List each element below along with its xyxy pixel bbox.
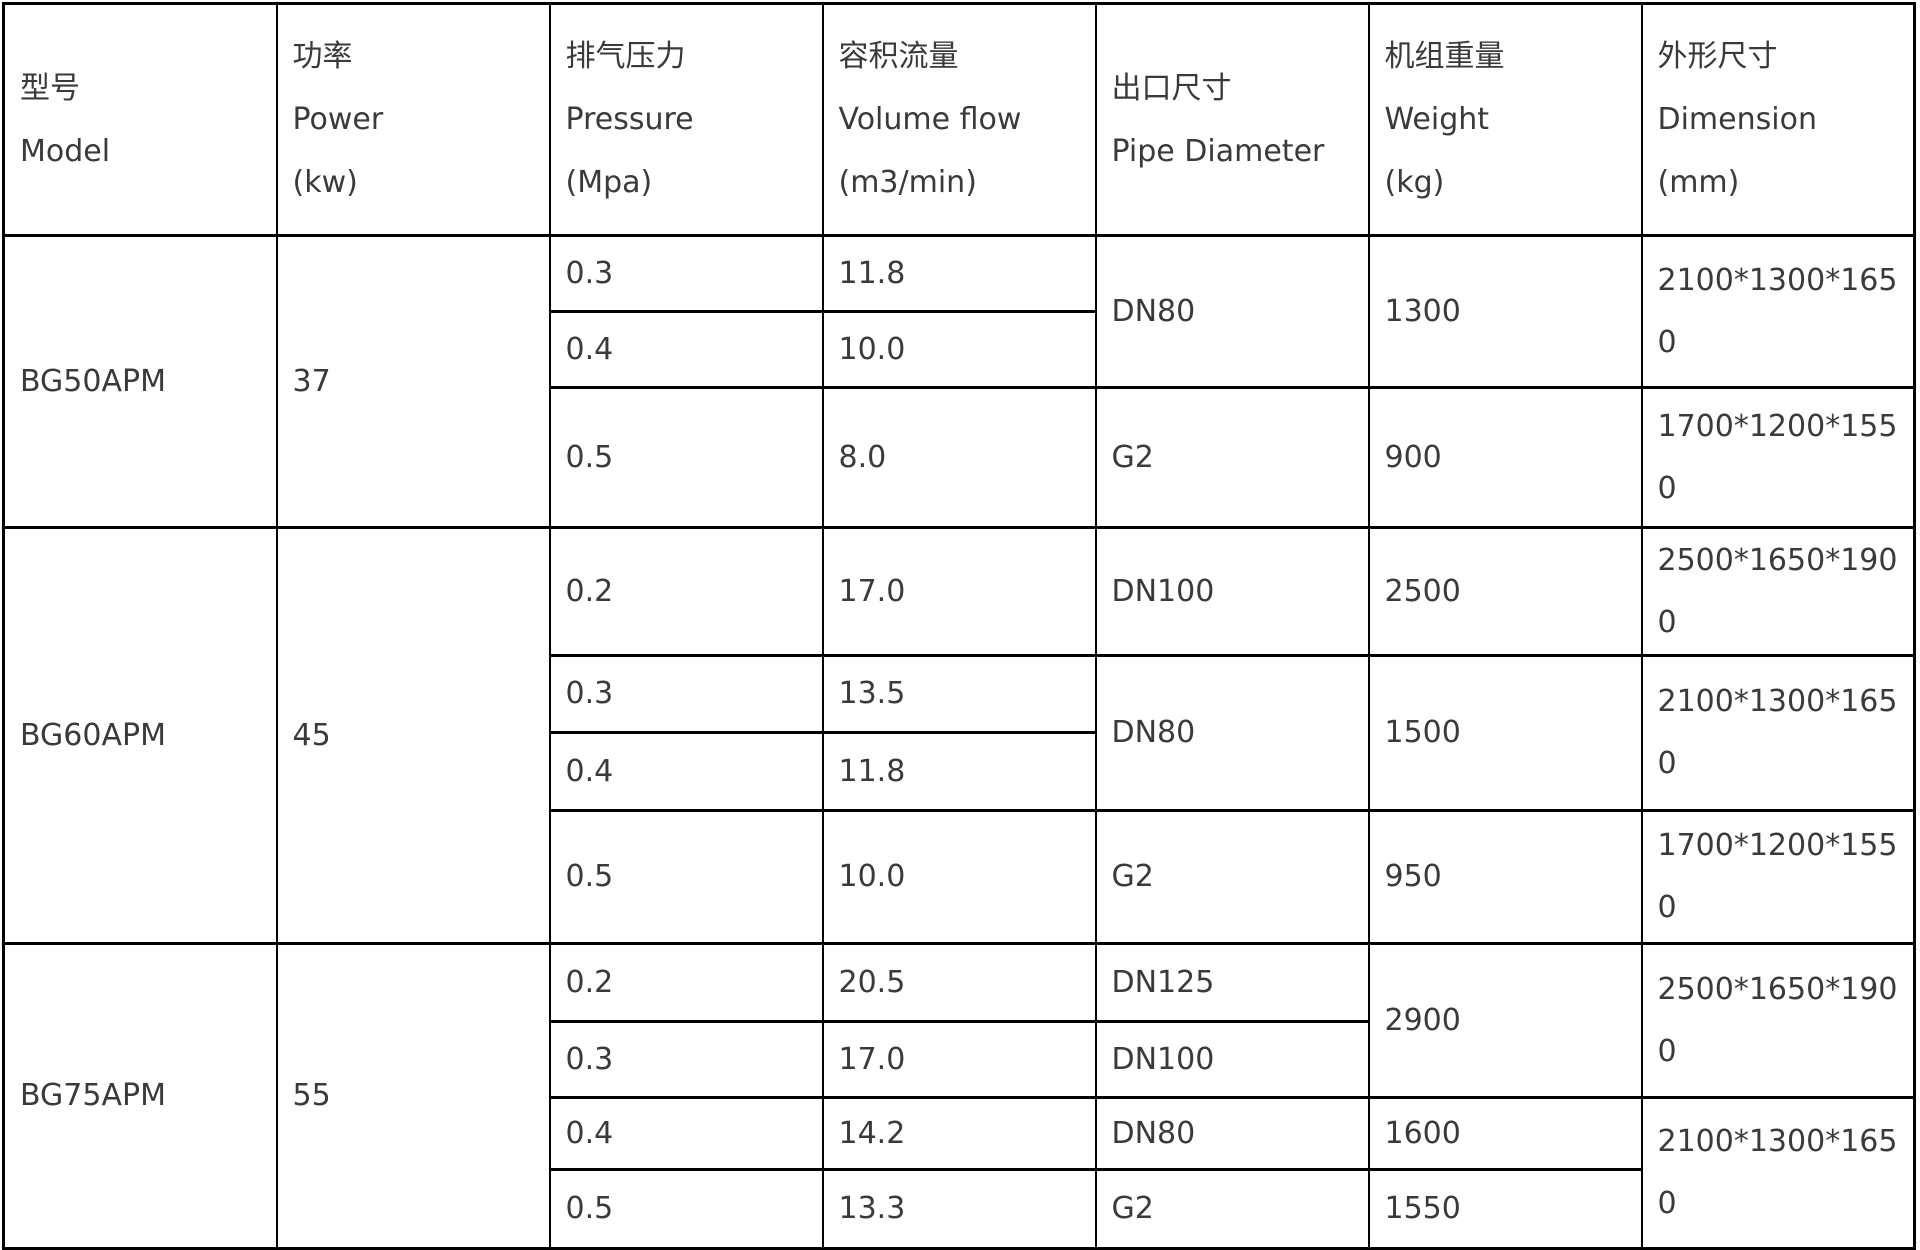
header-dimension-unit: (mm) — [1657, 165, 1740, 200]
cell-pressure: 0.3 — [548, 234, 824, 313]
cell-pressure: 0.5 — [548, 1168, 824, 1250]
cell-flow: 10.0 — [821, 809, 1097, 945]
cell-model: BG60APM — [2, 526, 278, 945]
cell-dimension: 1700*1200*1550 — [1640, 809, 1916, 945]
col-header-model: 型号 Model — [2, 2, 278, 237]
table-row: 0.3 13.5 DN80 1500 2100*1300*1650 — [4, 654, 1916, 812]
cell-flow: 17.0 — [821, 1020, 1097, 1099]
header-dimension-zh: 外形尺寸 — [1657, 39, 1778, 74]
cell-pressure: 0.4 — [548, 1096, 824, 1171]
cell-flow: 13.3 — [821, 1168, 1097, 1250]
cell-pipe: DN80 — [1094, 654, 1370, 812]
header-model-en: Model — [20, 133, 111, 169]
cell-weight: 900 — [1367, 386, 1643, 529]
table-row: 0.5 13.3 G2 1550 — [4, 1168, 1915, 1250]
table-row: 0.5 8.0 G2 900 1700*1200*1550 — [4, 386, 1916, 529]
cell-dimension: 2100*1300*1650 — [1640, 234, 1916, 389]
header-weight-en: Weight — [1384, 102, 1490, 137]
col-header-weight: 机组重量 Weight (kg) — [1367, 2, 1643, 237]
cell-pipe: DN80 — [1094, 1096, 1370, 1171]
col-header-pipe: 出口尺寸 Pipe Diameter — [1094, 2, 1370, 237]
header-power-unit: (kw) — [292, 165, 358, 200]
header-weight-unit: (kg) — [1384, 165, 1445, 200]
cell-dimension: 2100*1300*1650 — [1640, 1096, 1916, 1250]
cell-pressure: 0.4 — [548, 310, 824, 389]
table-row: 0.4 11.8 — [4, 731, 1915, 812]
cell-model: BG50APM — [2, 234, 278, 529]
cell-flow: 13.5 — [821, 654, 1097, 734]
table-body: BG50APM 37 0.3 11.8 DN80 1300 2100*1300*… — [2, 234, 1916, 1250]
cell-pipe: DN100 — [1094, 1020, 1370, 1099]
cell-pipe: G2 — [1094, 386, 1370, 529]
cell-weight: 2900 — [1367, 942, 1643, 1099]
cell-pressure: 0.3 — [548, 654, 824, 734]
header-power-en: Power — [292, 102, 384, 137]
table-row: BG50APM 37 0.3 11.8 DN80 1300 2100*1300*… — [2, 234, 1916, 529]
header-power-zh: 功率 — [292, 39, 353, 74]
cell-power: 37 — [275, 234, 551, 529]
header-row: 型号 Model 功率 Power (kw) 排气压力 Pressure (Mp… — [2, 2, 1916, 237]
cell-flow: 10.0 — [821, 310, 1097, 389]
cell-weight: 1500 — [1367, 654, 1643, 812]
cell-pressure: 0.2 — [548, 526, 824, 657]
cell-dimension: 2100*1300*1650 — [1640, 654, 1916, 812]
cell-pressure: 0.4 — [548, 731, 824, 812]
cell-flow: 11.8 — [821, 731, 1097, 812]
cell-power: 55 — [275, 942, 551, 1250]
cell-weight: 1600 — [1367, 1096, 1643, 1171]
cell-pressure: 0.5 — [548, 386, 824, 529]
table-row: BG75APM 55 0.2 20.5 DN125 2900 2500*1650… — [2, 942, 1916, 1250]
header-pressure-zh: 排气压力 — [565, 39, 686, 74]
cell-flow: 20.5 — [821, 942, 1097, 1023]
cell-weight: 1300 — [1367, 234, 1643, 389]
cell-pipe: G2 — [1094, 1168, 1370, 1250]
table-row: 0.4 14.2 DN80 1600 2100*1300*1650 — [4, 1096, 1916, 1250]
cell-model: BG75APM — [2, 942, 278, 1250]
cell-pressure: 0.3 — [548, 1020, 824, 1099]
header-dimension-en: Dimension — [1657, 102, 1817, 137]
cell-pipe: DN100 — [1094, 526, 1370, 657]
cell-flow: 17.0 — [821, 526, 1097, 657]
cell-weight: 2500 — [1367, 526, 1643, 657]
table-row: 0.5 10.0 G2 950 1700*1200*1550 — [4, 809, 1916, 945]
cell-power: 45 — [275, 526, 551, 945]
header-model-zh: 型号 — [20, 70, 80, 106]
cell-weight: 1550 — [1367, 1168, 1643, 1250]
header-flow-zh: 容积流量 — [838, 39, 959, 74]
table-row: BG60APM 45 0.2 17.0 DN100 2500 2500*1650… — [2, 526, 1916, 945]
cell-pressure: 0.5 — [548, 809, 824, 945]
table-row: 0.3 17.0 DN100 — [4, 1020, 1915, 1099]
table-row: 0.4 10.0 — [4, 310, 1915, 389]
header-pipe-zh: 出口尺寸 — [1111, 70, 1232, 106]
cell-flow: 14.2 — [821, 1096, 1097, 1171]
col-header-pressure: 排气压力 Pressure (Mpa) — [548, 2, 824, 237]
header-pressure-en: Pressure — [565, 102, 694, 137]
cell-flow: 11.8 — [821, 234, 1097, 313]
cell-pipe: DN125 — [1094, 942, 1370, 1023]
header-weight-zh: 机组重量 — [1384, 39, 1505, 74]
table-header: 型号 Model 功率 Power (kw) 排气压力 Pressure (Mp… — [2, 2, 1916, 237]
cell-pipe: G2 — [1094, 809, 1370, 945]
cell-pressure: 0.2 — [548, 942, 824, 1023]
header-flow-unit: (m3/min) — [838, 165, 977, 200]
col-header-power: 功率 Power (kw) — [275, 2, 551, 237]
cell-weight: 950 — [1367, 809, 1643, 945]
header-flow-en: Volume flow — [838, 102, 1022, 137]
cell-pipe: DN80 — [1094, 234, 1370, 389]
header-pressure-unit: (Mpa) — [565, 165, 653, 200]
cell-dimension: 2500*1650*1900 — [1640, 942, 1916, 1099]
cell-dimension: 2500*1650*1900 — [1640, 526, 1916, 657]
cell-dimension: 1700*1200*1550 — [1640, 386, 1916, 529]
cell-flow: 8.0 — [821, 386, 1097, 529]
col-header-flow: 容积流量 Volume flow (m3/min) — [821, 2, 1097, 237]
header-pipe-en: Pipe Diameter — [1111, 133, 1325, 169]
col-header-dimension: 外形尺寸 Dimension (mm) — [1640, 2, 1916, 237]
